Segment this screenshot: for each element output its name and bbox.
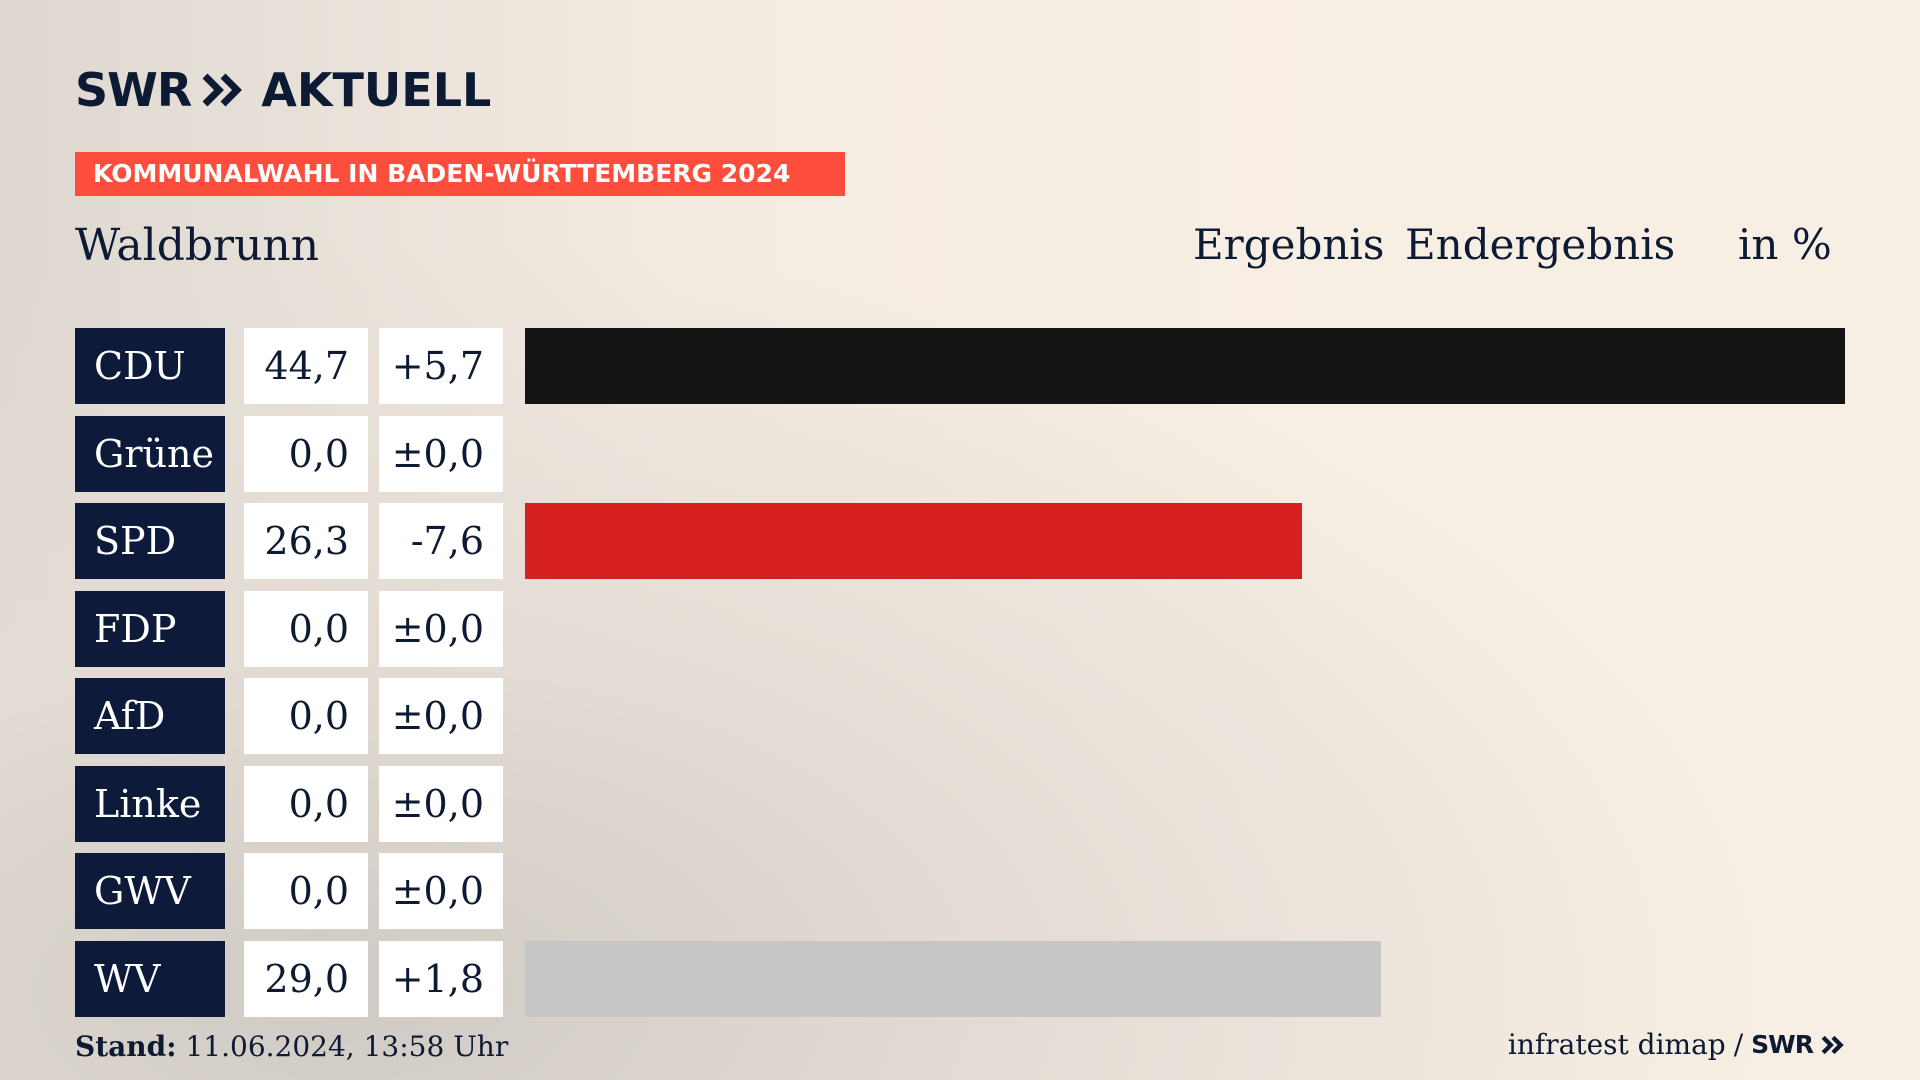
header-result: Ergebnis: [1193, 220, 1385, 269]
place-title: Waldbrunn: [75, 220, 320, 271]
double-chevron-icon: [202, 73, 243, 107]
result-bar: [525, 940, 1382, 1017]
result-row: SPD 26,3 -7,6: [0, 503, 1920, 579]
header-unit: in %: [1738, 220, 1832, 269]
result-row: WV 29,0 +1,8: [0, 940, 1920, 1017]
logo-swr-text: SWR: [75, 63, 192, 117]
source-text: infratest dimap: [1507, 1028, 1726, 1061]
logo-aktuell-text: AKTUELL: [261, 63, 492, 117]
swr-aktuell-logo: SWR AKTUELL: [75, 63, 492, 117]
party-label: FDP: [75, 590, 225, 667]
result-row: Grüne 0,0 ±0,0: [0, 415, 1920, 492]
party-label: SPD: [75, 503, 225, 579]
stand-label: Stand:: [75, 1030, 177, 1063]
party-label: Grüne: [75, 415, 225, 492]
result-diff: ±0,0: [379, 765, 503, 842]
result-value: 0,0: [244, 765, 368, 842]
party-label: CDU: [75, 328, 225, 404]
footer-stand: Stand: 11.06.2024, 13:58 Uhr: [75, 1030, 508, 1063]
party-label: WV: [75, 940, 225, 1017]
result-diff: ±0,0: [379, 415, 503, 492]
result-bar: [525, 328, 1845, 404]
result-row: GWV 0,0 ±0,0: [0, 853, 1920, 929]
result-value: 0,0: [244, 415, 368, 492]
stand-value: 11.06.2024, 13:58 Uhr: [185, 1030, 509, 1063]
source-swr-logo: SWR: [1751, 1030, 1814, 1059]
party-label: Linke: [75, 765, 225, 842]
result-diff: ±0,0: [379, 590, 503, 667]
party-label: GWV: [75, 853, 225, 929]
header-status: Endergebnis: [1405, 220, 1676, 269]
result-value: 0,0: [244, 678, 368, 754]
result-bar: [525, 503, 1302, 579]
result-diff: +5,7: [379, 328, 503, 404]
result-diff: +1,8: [379, 940, 503, 1017]
election-banner: KOMMUNALWAHL IN BADEN-WÜRTTEMBERG 2024: [75, 152, 845, 196]
party-label: AfD: [75, 678, 225, 754]
result-value: 0,0: [244, 590, 368, 667]
result-row: CDU 44,7 +5,7: [0, 328, 1920, 404]
result-value: 26,3: [244, 503, 368, 579]
result-value: 29,0: [244, 940, 368, 1017]
double-chevron-icon: [1821, 1035, 1844, 1054]
result-diff: ±0,0: [379, 678, 503, 754]
result-row: AfD 0,0 ±0,0: [0, 678, 1920, 754]
source-separator: /: [1733, 1028, 1744, 1061]
result-row: FDP 0,0 ±0,0: [0, 590, 1920, 667]
result-diff: -7,6: [379, 503, 503, 579]
footer-source: infratest dimap / SWR: [1508, 1028, 1845, 1061]
result-value: 44,7: [244, 328, 368, 404]
result-value: 0,0: [244, 853, 368, 929]
result-diff: ±0,0: [379, 853, 503, 929]
result-row: Linke 0,0 ±0,0: [0, 765, 1920, 842]
